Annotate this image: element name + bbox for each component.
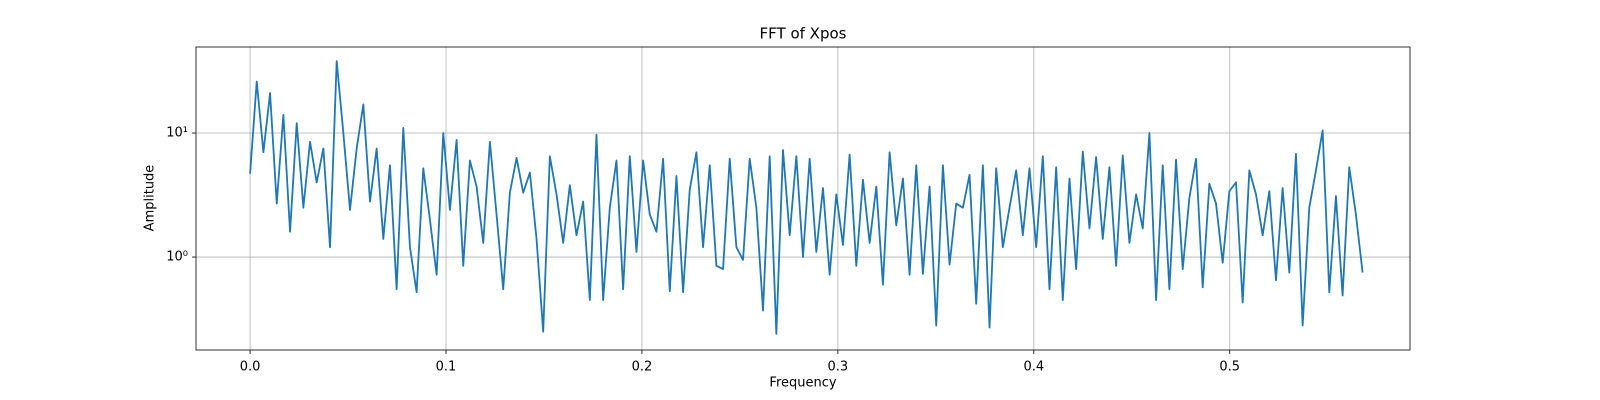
x-tick-label: 0.3 bbox=[828, 360, 849, 375]
y-axis-label: Amplitude bbox=[143, 165, 158, 232]
x-tick-label: 0.0 bbox=[240, 360, 261, 375]
x-tick-label: 0.2 bbox=[632, 360, 653, 375]
x-tick-label: 0.4 bbox=[1023, 360, 1044, 375]
y-tick-label: 10⁰ bbox=[166, 250, 188, 265]
plot-frame bbox=[195, 46, 1411, 351]
x-axis-label: Frequency bbox=[769, 376, 836, 391]
x-tick-label: 0.5 bbox=[1219, 360, 1240, 375]
chart-title: FFT of Xpos bbox=[760, 25, 847, 43]
data-line bbox=[249, 60, 1364, 335]
x-tick-label: 0.1 bbox=[436, 360, 457, 375]
y-tick-label: 10¹ bbox=[166, 126, 188, 141]
